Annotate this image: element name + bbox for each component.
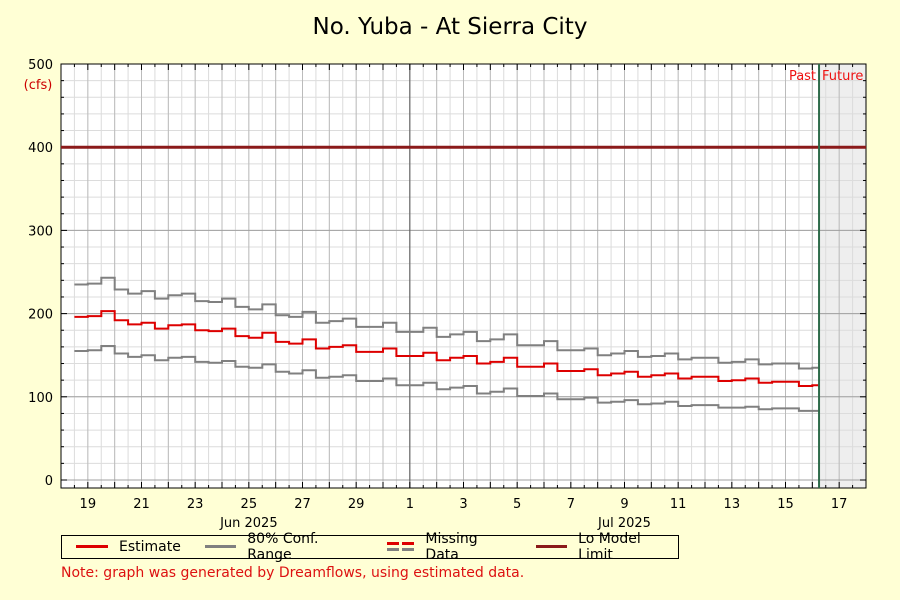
x-tick-label: 13 bbox=[724, 497, 741, 512]
estimate-line bbox=[74, 310, 820, 387]
legend-swatch-lo-model-limit bbox=[535, 540, 568, 554]
y-tick-label: 300 bbox=[28, 224, 53, 239]
x-tick-label: 23 bbox=[187, 497, 204, 512]
x-tick-label: 29 bbox=[348, 497, 365, 512]
legend-swatch-conf-range bbox=[204, 540, 237, 554]
legend-item-conf-range: 80% Conf. Range bbox=[181, 531, 365, 563]
legend-item-lo-model-limit: Lo Model Limit bbox=[514, 531, 678, 563]
x-tick-label: 21 bbox=[133, 497, 150, 512]
x-tick-label: 7 bbox=[567, 497, 575, 512]
x-tick-label: 5 bbox=[513, 497, 521, 512]
x-tick-label: 3 bbox=[459, 497, 467, 512]
legend-swatch-missing-data bbox=[386, 540, 414, 554]
conf-range-lower-line bbox=[74, 345, 820, 412]
x-tick-label: 17 bbox=[831, 497, 848, 512]
conf-range-upper-line bbox=[74, 276, 820, 370]
x-tick-label: 15 bbox=[777, 497, 794, 512]
future-region bbox=[819, 64, 866, 488]
legend-swatch-estimate bbox=[76, 540, 108, 554]
legend: Estimate 80% Conf. Range Missing Data Lo… bbox=[61, 531, 679, 563]
x-tick-label: 25 bbox=[241, 497, 258, 512]
past-label: Past bbox=[789, 69, 816, 84]
y-tick-label: 200 bbox=[28, 308, 53, 323]
legend-label-estimate: Estimate bbox=[119, 539, 181, 555]
month-label: Jul 2025 bbox=[597, 516, 651, 531]
chart-title: No. Yuba - At Sierra City bbox=[313, 14, 588, 40]
month-label: Jun 2025 bbox=[219, 516, 278, 531]
legend-label-lo-model-limit: Lo Model Limit bbox=[578, 531, 641, 563]
y-unit-label: (cfs) bbox=[24, 78, 53, 93]
footnote: Note: graph was generated by Dreamflows,… bbox=[61, 565, 525, 581]
x-tick-label: 1 bbox=[406, 497, 414, 512]
future-label: Future bbox=[822, 69, 863, 84]
y-tick-label: 500 bbox=[28, 58, 53, 73]
legend-label-missing-data: Missing Data bbox=[425, 531, 478, 563]
legend-item-estimate: Estimate bbox=[62, 536, 181, 558]
legend-label-conf-range: 80% Conf. Range bbox=[247, 531, 319, 563]
y-tick-label: 100 bbox=[28, 391, 53, 406]
x-tick-label: 19 bbox=[80, 497, 97, 512]
x-tick-label: 27 bbox=[294, 497, 311, 512]
y-tick-label: 400 bbox=[28, 141, 53, 156]
x-tick-label: 11 bbox=[670, 497, 687, 512]
x-tick-label: 9 bbox=[620, 497, 628, 512]
y-tick-label: 0 bbox=[45, 474, 53, 489]
legend-item-missing-data: Missing Data bbox=[365, 531, 514, 563]
